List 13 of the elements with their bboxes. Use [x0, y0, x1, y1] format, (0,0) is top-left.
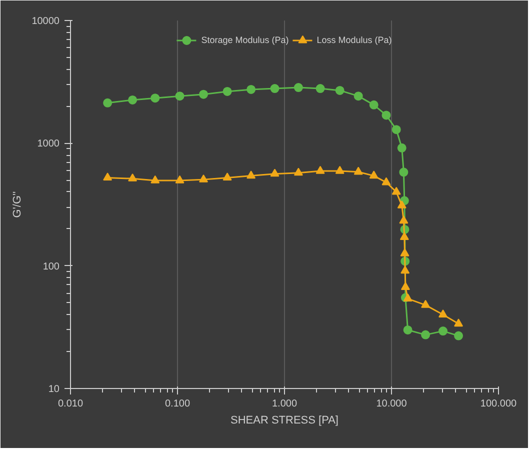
x-tick-label: 0.010 — [58, 398, 84, 410]
x-tick-label: 100.000 — [480, 398, 518, 410]
legend-label: Loss Modulus (Pa) — [316, 35, 392, 45]
y-tick-label: 100 — [42, 261, 60, 272]
y-tick-label: 1000 — [37, 138, 60, 150]
legend-label: Storage Modulus (Pa) — [201, 35, 289, 45]
x-axis-title: SHEAR STRESS [PA] — [230, 414, 339, 426]
y-axis-title: G'/G'' — [12, 191, 24, 218]
x-tick-label: 10.000 — [376, 398, 408, 410]
y-tick-label: 10000 — [32, 16, 60, 27]
y-tick-label: 10 — [48, 384, 60, 395]
x-tick-label: 0.100 — [164, 398, 190, 410]
x-tick-label: 1.000 — [272, 398, 298, 410]
